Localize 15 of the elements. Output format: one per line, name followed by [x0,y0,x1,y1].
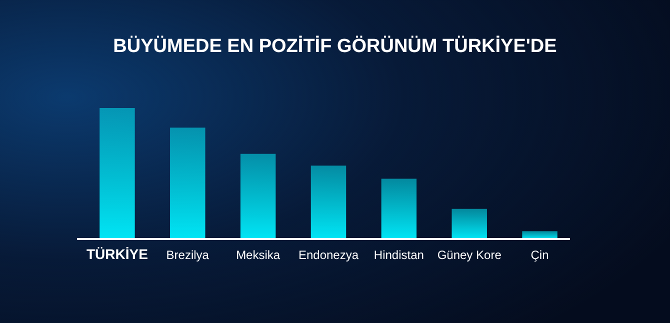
x-tick-label: Çin [530,248,549,262]
bar [240,154,276,239]
bar [100,108,135,239]
bar [452,208,487,239]
chart-title: BÜYÜMEDE EN POZİTİF GÖRÜNÜM TÜRKİYE'DE [113,35,557,57]
x-tick-label: Endonezya [298,248,359,262]
bar [522,231,558,239]
bar [381,178,417,239]
bar [310,166,346,239]
bar [170,128,206,239]
x-tick-label: Hindistan [374,248,424,262]
x-tick-label: Meksika [236,248,280,262]
x-tick-label: Güney Kore [437,248,502,262]
x-tick-label: Brezilya [166,248,210,262]
x-tick-label: TÜRKİYE [86,246,148,262]
